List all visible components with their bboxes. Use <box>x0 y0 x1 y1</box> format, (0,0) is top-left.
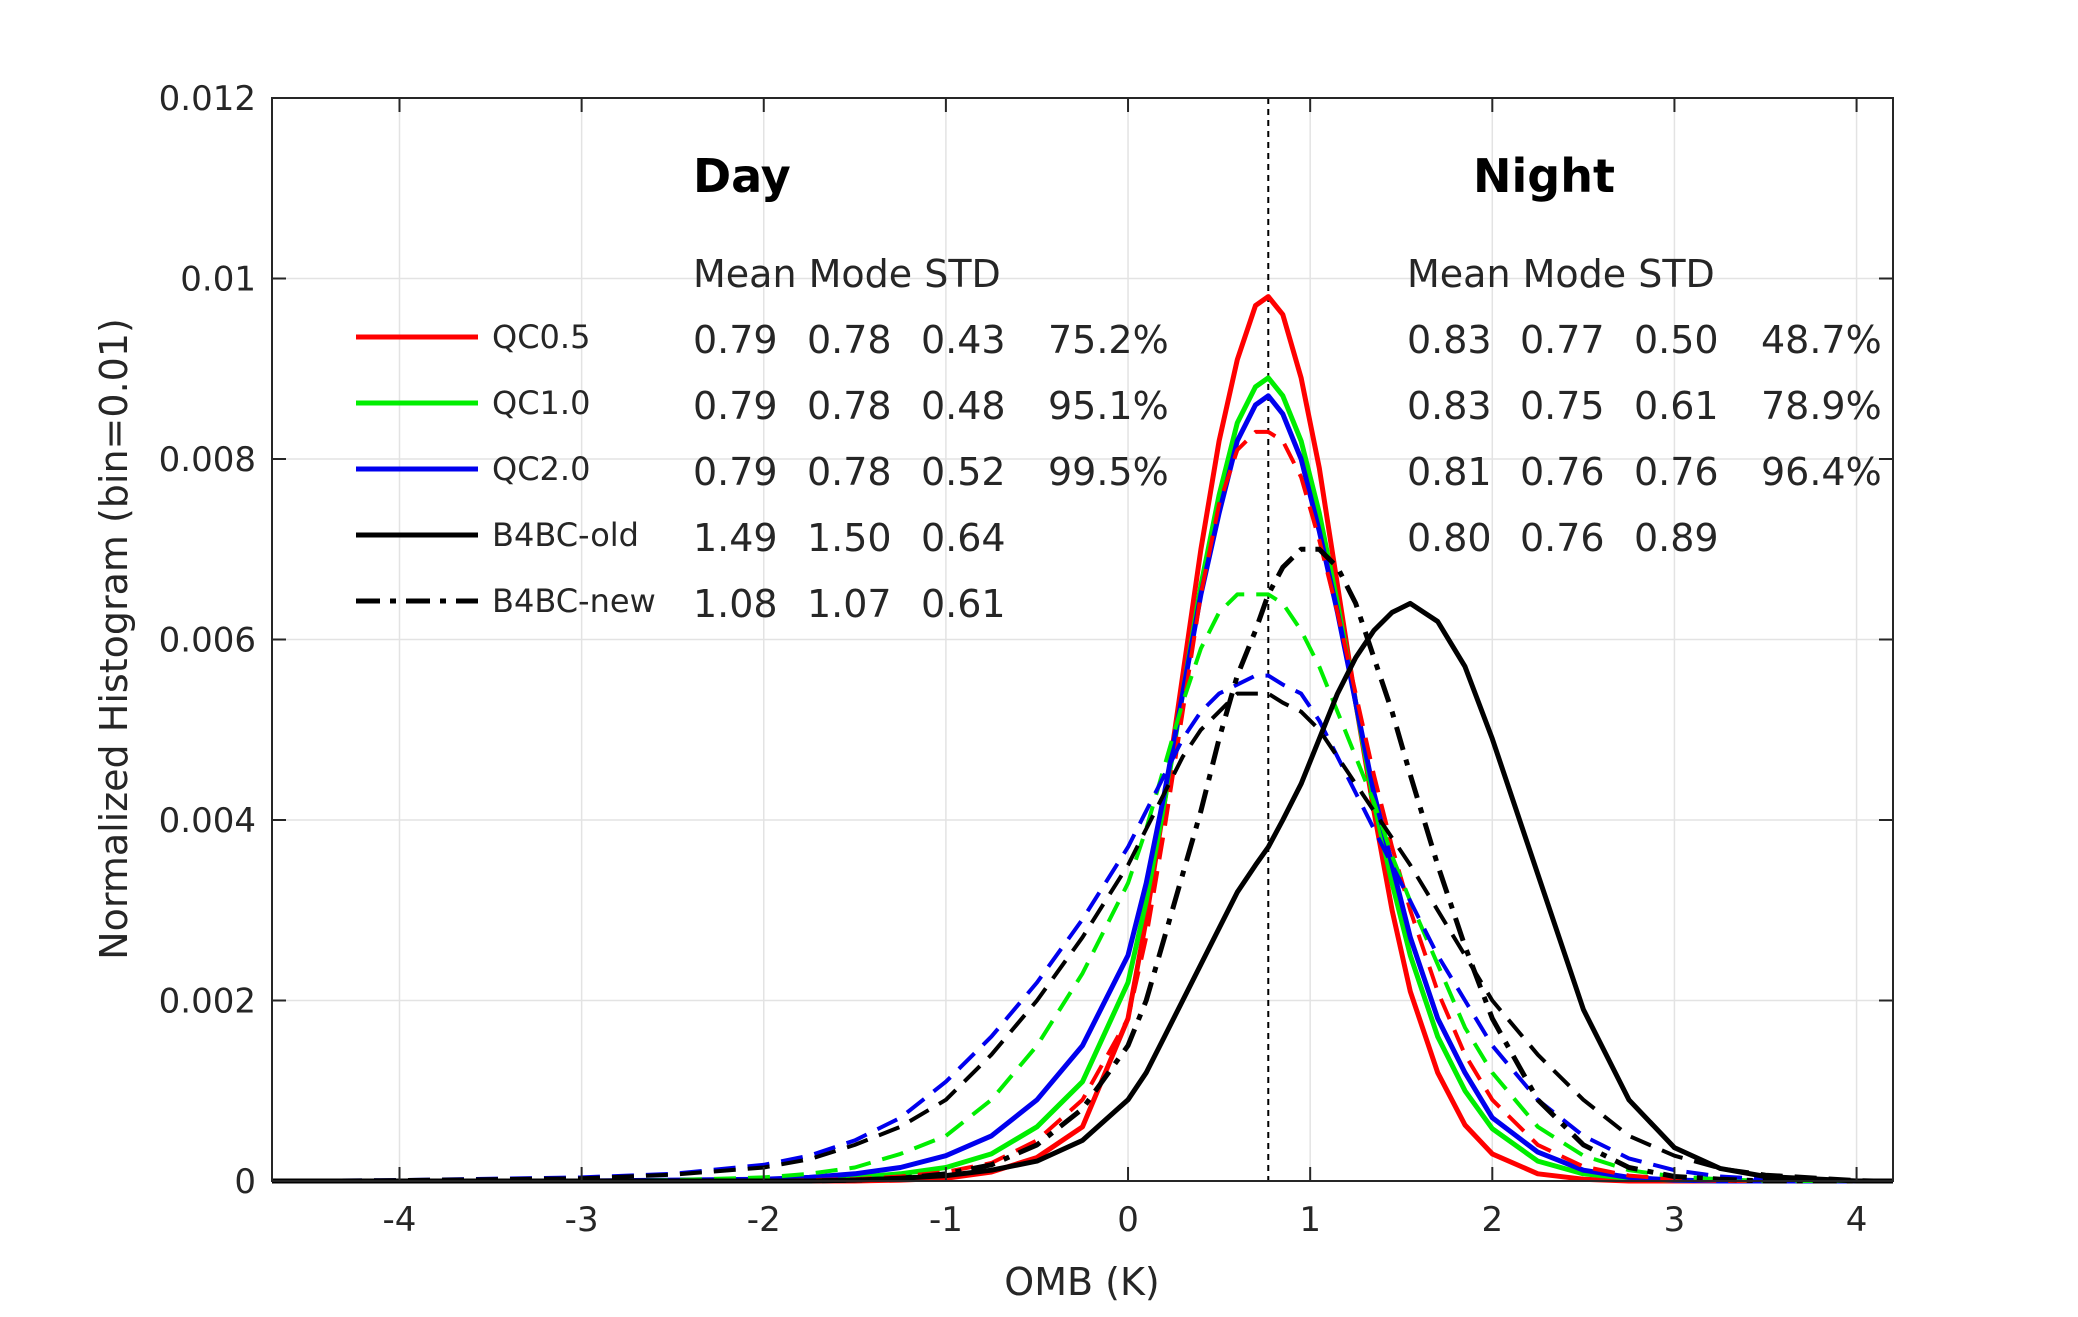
curve-b4bc-new-day <box>272 546 1893 1184</box>
stat-mode: 0.78 <box>807 450 892 494</box>
stat-pct: 96.4% <box>1761 450 1882 494</box>
legend: QC0.5 QC1.0 QC2.0 B4BC-old B4BC-new <box>356 318 656 620</box>
legend-label: QC0.5 <box>492 318 590 356</box>
curve-qc2-0-night <box>271 673 1893 1183</box>
stat-mode: 0.76 <box>1520 516 1605 560</box>
day-stats-header: Mean Mode STD <box>693 252 1001 296</box>
stat-mean: 0.79 <box>693 318 778 362</box>
curve-qc1-0-night <box>272 592 1893 1183</box>
stat-pct: 95.1% <box>1048 384 1169 428</box>
stat-mean: 0.80 <box>1407 516 1492 560</box>
day-stats-table: 0.79 0.78 0.43 75.2% 0.79 0.78 0.48 95.1% 0.79 0.… <box>693 318 1169 626</box>
stat-pct: 78.9% <box>1761 384 1882 428</box>
x-tick-label: -3 <box>565 1200 599 1240</box>
x-axis-label: OMB (K) <box>1004 1260 1159 1304</box>
stat-mean: 0.83 <box>1407 318 1492 362</box>
stat-std: 0.48 <box>921 384 1006 428</box>
stat-mean: 0.81 <box>1407 450 1492 494</box>
stat-mean: 0.79 <box>693 450 778 494</box>
legend-label: B4BC-old <box>492 516 639 554</box>
stat-std: 0.50 <box>1634 318 1719 362</box>
y-tick-label: 0.004 <box>159 801 256 841</box>
stat-pct: 48.7% <box>1761 318 1882 362</box>
night-stats-table: 0.83 0.77 0.50 48.7% 0.83 0.75 0.61 78.9% 0.81 0.… <box>1407 318 1882 560</box>
stat-std: 0.76 <box>1634 450 1719 494</box>
x-tick-label: -4 <box>383 1200 417 1240</box>
stat-mode: 1.07 <box>807 582 892 626</box>
stat-pct: 99.5% <box>1048 450 1169 494</box>
stat-mode: 1.50 <box>807 516 892 560</box>
stat-mean: 0.83 <box>1407 384 1492 428</box>
curve-qc0-5-night <box>272 429 1893 1183</box>
y-tick-label: 0.006 <box>159 621 256 661</box>
stat-std: 0.89 <box>1634 516 1719 560</box>
y-tick-label: 0 <box>234 1162 256 1202</box>
stat-pct: 75.2% <box>1048 318 1169 362</box>
curve-qc1-0-day <box>272 375 1893 1184</box>
y-tick-label: 0.008 <box>159 440 256 480</box>
stat-mean: 1.49 <box>693 516 778 560</box>
stat-mode: 0.78 <box>807 318 892 362</box>
night-title: Night <box>1473 149 1615 203</box>
x-tick-label: 4 <box>1846 1200 1868 1240</box>
x-tick-label: 3 <box>1664 1200 1686 1240</box>
stat-mode: 0.78 <box>807 384 892 428</box>
y-tick-label: 0.012 <box>159 79 256 119</box>
stat-mean: 0.79 <box>693 384 778 428</box>
x-tick-label: -1 <box>929 1200 963 1240</box>
stat-mode: 0.76 <box>1520 450 1605 494</box>
stat-mean: 1.08 <box>693 582 778 626</box>
legend-label: QC2.0 <box>492 450 590 488</box>
x-tick-label: 1 <box>1299 1200 1321 1240</box>
legend-label: QC1.0 <box>492 384 590 422</box>
legend-label: B4BC-new <box>492 582 656 620</box>
day-title: Day <box>693 149 791 203</box>
axis-ticks <box>272 97 1893 1182</box>
y-axis-label: Normalized Histogram (bin=0.01) <box>92 318 136 960</box>
x-tick-label: 0 <box>1117 1200 1139 1240</box>
x-tick-label: 2 <box>1481 1200 1503 1240</box>
curve-b4bc-new-night <box>271 691 1894 1183</box>
x-tick-label: -2 <box>747 1200 781 1240</box>
stat-std: 0.43 <box>921 318 1006 362</box>
stat-std: 0.64 <box>921 516 1006 560</box>
stat-mode: 0.75 <box>1520 384 1605 428</box>
stat-std: 0.52 <box>921 450 1006 494</box>
curve-qc2-0-day <box>272 393 1893 1184</box>
stat-std: 0.61 <box>921 582 1006 626</box>
stat-mode: 0.77 <box>1520 318 1605 362</box>
y-tick-label: 0.01 <box>180 260 256 300</box>
stat-std: 0.61 <box>1634 384 1719 428</box>
tick-labels: -4 -3 -2 -1 0 1 2 3 4 0 0.002 0.004 0.006 0.008 0.01 0.… <box>159 79 1868 1240</box>
night-stats-header: Mean Mode STD <box>1407 252 1715 296</box>
y-tick-label: 0.002 <box>159 982 256 1022</box>
